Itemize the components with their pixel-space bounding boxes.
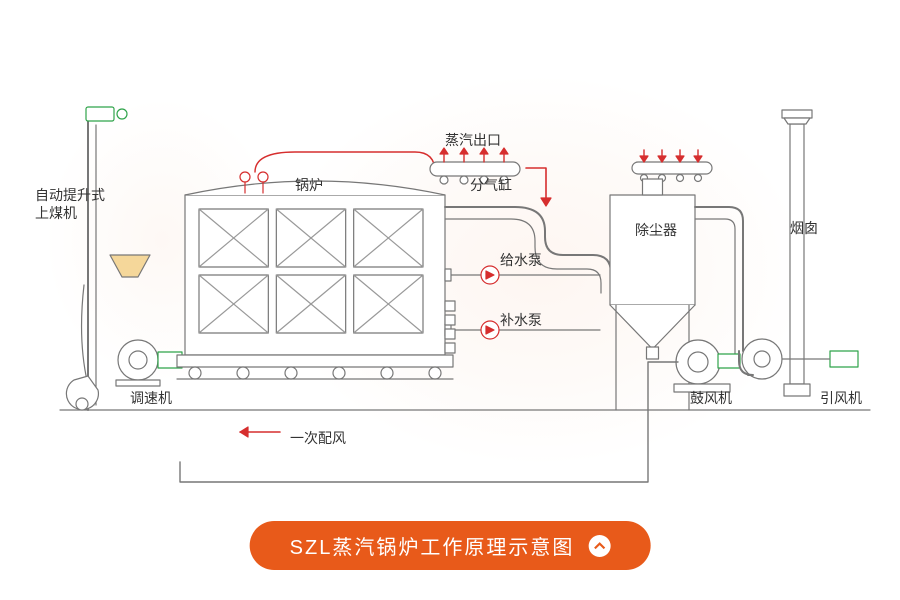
label-boiler: 锅炉 [295,175,323,195]
chevron-up-icon [588,535,610,557]
label-chimney: 烟囱 [790,218,818,238]
label-makeup-pump: 补水泵 [500,310,542,330]
diagram-canvas [0,0,900,600]
label-blower: 鼓风机 [690,388,732,408]
label-steam-outlet: 蒸汽出口 [445,130,501,150]
label-coal-loader: 自动提升式上煤机 [35,186,105,222]
label-speed-regulator: 调速机 [130,388,172,408]
label-feed-pump: 给水泵 [500,250,542,270]
label-draft-fan: 引风机 [820,388,862,408]
label-dust-collector: 除尘器 [635,220,677,240]
label-primary-air: 一次配风 [290,428,346,448]
label-manifold: 分气缸 [470,175,512,195]
title-text: SZL蒸汽锅炉工作原理示意图 [290,531,575,560]
diagram-title: SZL蒸汽锅炉工作原理示意图 [250,521,651,570]
